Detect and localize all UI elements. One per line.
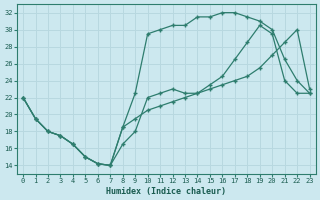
X-axis label: Humidex (Indice chaleur): Humidex (Indice chaleur) — [106, 187, 226, 196]
